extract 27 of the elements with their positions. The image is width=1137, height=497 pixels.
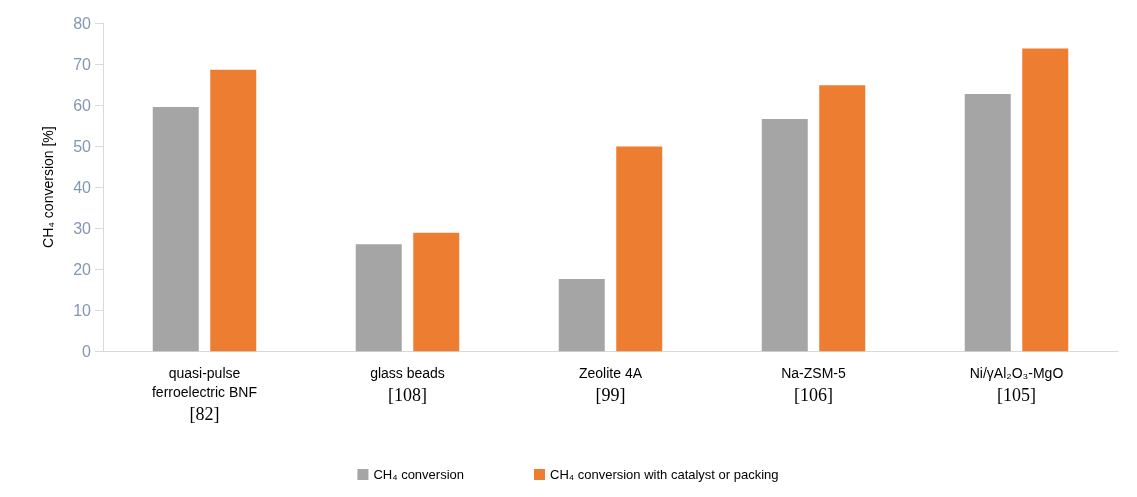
y-tick-label: 60: [73, 96, 92, 114]
bar: [819, 85, 866, 352]
y-axis-title: CH₄ conversion [%]: [40, 126, 56, 248]
bar: [616, 146, 663, 352]
bar: [413, 232, 460, 352]
bar: [761, 119, 808, 352]
x-tick-label: Na-ZSM-5 [106]: [781, 364, 846, 406]
y-tick-label: 20: [73, 260, 92, 278]
y-tick-label: 50: [73, 137, 92, 155]
bar: [210, 69, 257, 352]
y-tick-label: 80: [73, 14, 92, 32]
x-tick-label: Zeolite 4A [99]: [578, 364, 643, 406]
y-tick-label: 40: [73, 178, 92, 196]
y-tick-label: 70: [73, 55, 92, 73]
y-tick-label: 10: [73, 301, 92, 319]
bar: [558, 279, 605, 352]
bar: [152, 107, 199, 352]
x-tick-label: quasi-pulse ferroelectric BNF [82]: [151, 364, 258, 425]
bar: [355, 244, 402, 352]
bar: [1022, 48, 1069, 352]
x-tick-label: glass beads [108]: [370, 364, 445, 406]
y-tick-label: 0: [82, 342, 92, 360]
legend-label: CH₄ conversion: [373, 467, 464, 482]
x-tick-label: Ni/γAl₂O₃-MgO [105]: [969, 364, 1064, 406]
legend-label: CH₄ conversion with catalyst or packing: [550, 467, 779, 482]
bar: [964, 93, 1011, 352]
y-tick-label: 30: [73, 219, 92, 237]
